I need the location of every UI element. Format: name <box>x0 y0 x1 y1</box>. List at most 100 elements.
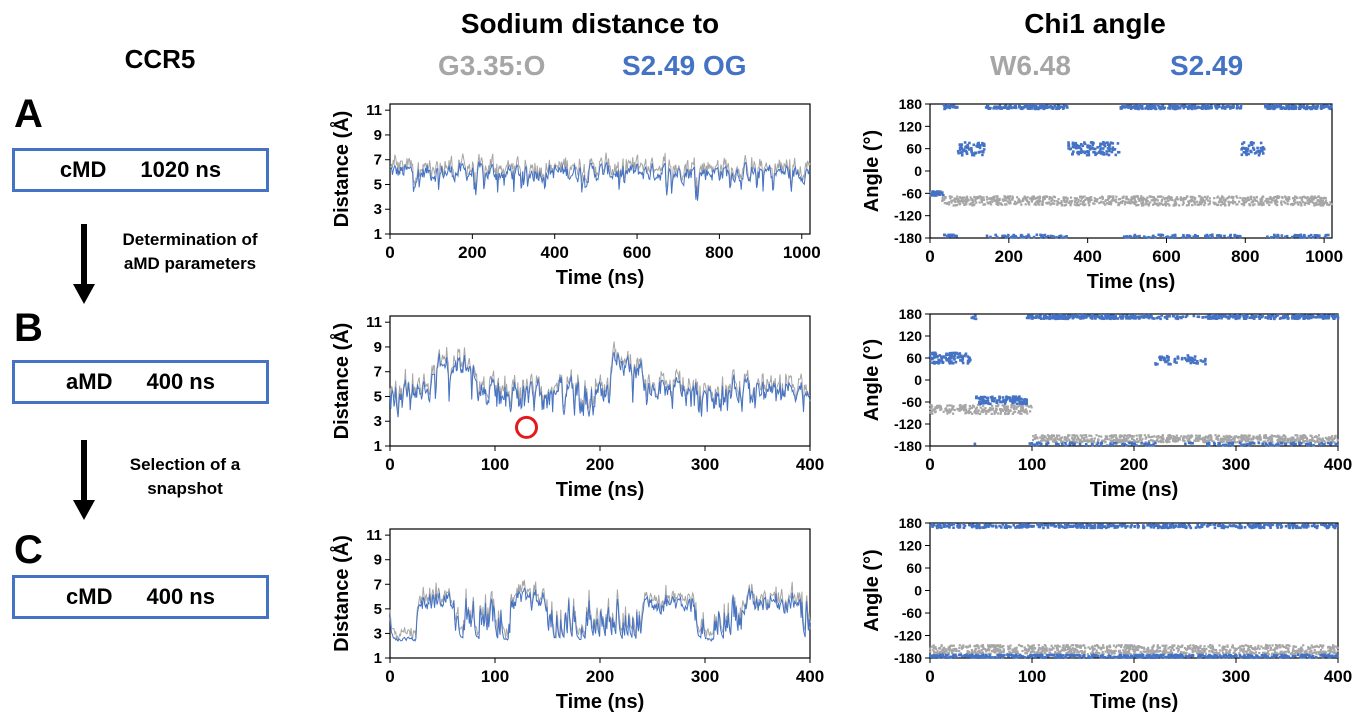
data-point-gray <box>1332 644 1335 647</box>
data-point-gray <box>1144 441 1147 444</box>
data-point-blue <box>1176 107 1179 110</box>
data-point-gray <box>1285 644 1288 647</box>
data-point-blue <box>1185 234 1189 237</box>
data-point-gray <box>1265 643 1268 647</box>
data-point-blue <box>1022 401 1025 404</box>
data-point-blue <box>1024 398 1027 401</box>
data-point-gray <box>1041 196 1045 199</box>
data-point-blue <box>1012 106 1016 109</box>
data-point-gray <box>1263 434 1266 437</box>
data-point-blue <box>1173 234 1177 237</box>
data-point-blue <box>1326 105 1329 108</box>
data-point-blue <box>1231 441 1235 445</box>
data-point-blue <box>1299 526 1302 530</box>
data-point-gray <box>1070 199 1074 203</box>
data-point-blue <box>978 146 982 150</box>
data-point-blue <box>1012 401 1016 404</box>
data-point-gray <box>1093 437 1096 440</box>
data-point-blue <box>950 235 954 238</box>
data-point-blue <box>1171 234 1175 237</box>
data-point-gray <box>1013 406 1016 409</box>
data-point-gray <box>1075 648 1078 651</box>
data-point-blue <box>1294 442 1297 446</box>
data-point-gray <box>982 410 985 413</box>
data-point-gray <box>1163 197 1166 201</box>
data-point-gray <box>1090 196 1093 199</box>
data-point-blue <box>975 523 979 526</box>
data-point-blue <box>972 143 976 147</box>
data-point-blue <box>1291 106 1295 109</box>
data-point-gray <box>1087 197 1090 200</box>
data-point-gray <box>1201 437 1204 440</box>
data-point-gray <box>1123 203 1127 206</box>
data-point-gray <box>1025 199 1029 202</box>
data-point-gray <box>1209 438 1212 441</box>
data-point-gray <box>1202 436 1205 439</box>
data-point-gray <box>995 202 998 206</box>
data-point-gray <box>1050 648 1054 651</box>
data-point-gray <box>1084 646 1087 649</box>
data-point-blue <box>1266 317 1270 320</box>
data-point-blue <box>1175 316 1179 319</box>
x-tick-label: 400 <box>541 243 569 262</box>
data-point-gray <box>1013 647 1016 650</box>
data-point-blue <box>1297 526 1301 529</box>
data-point-gray <box>1277 435 1280 439</box>
data-point-gray <box>1031 644 1034 647</box>
data-point-blue <box>1129 235 1133 239</box>
data-point-gray <box>1268 438 1271 441</box>
data-point-blue <box>1152 234 1155 238</box>
data-point-gray <box>1090 439 1093 442</box>
data-point-gray <box>929 647 932 650</box>
data-point-blue <box>934 354 938 358</box>
data-point-blue <box>1254 315 1258 319</box>
data-point-gray <box>1081 196 1085 199</box>
data-point-gray <box>1147 646 1150 649</box>
data-point-blue <box>1081 144 1084 148</box>
data-point-gray <box>1310 644 1313 647</box>
data-point-gray <box>1129 198 1132 201</box>
data-point-gray <box>1226 644 1229 647</box>
data-point-gray <box>1321 650 1324 653</box>
data-point-gray <box>1248 204 1252 207</box>
data-point-gray <box>994 646 998 649</box>
data-point-gray <box>1145 198 1148 201</box>
data-point-gray <box>1138 434 1141 437</box>
data-point-gray <box>1297 440 1300 443</box>
data-point-blue <box>955 234 958 238</box>
y-tick-label: 5 <box>374 176 382 193</box>
data-point-gray <box>1058 645 1061 648</box>
data-point-blue <box>1222 314 1226 317</box>
data-point-gray <box>1008 198 1011 201</box>
data-point-blue <box>1145 442 1148 446</box>
data-point-gray <box>1325 201 1329 205</box>
x-tick-label: 300 <box>691 455 719 474</box>
data-point-blue <box>1135 235 1138 238</box>
data-point-blue <box>1252 317 1256 320</box>
data-point-gray <box>1315 201 1318 204</box>
data-point-gray <box>1308 439 1311 442</box>
data-point-gray <box>1044 651 1047 654</box>
data-point-blue <box>1244 149 1248 153</box>
data-point-gray <box>1250 652 1253 655</box>
data-point-gray <box>1329 202 1333 205</box>
data-point-gray <box>1143 197 1146 200</box>
data-point-blue <box>1302 233 1306 237</box>
y-tick-label: 180 <box>899 96 923 112</box>
data-point-gray <box>1311 437 1314 440</box>
stage-duration: 400 ns <box>146 369 215 394</box>
data-point-gray <box>1336 439 1339 442</box>
data-point-gray <box>1307 647 1310 650</box>
data-point-blue <box>1312 106 1315 110</box>
data-point-blue <box>1191 441 1194 445</box>
data-point-gray <box>1157 435 1160 438</box>
data-point-gray <box>1036 196 1040 199</box>
data-point-gray <box>966 645 969 648</box>
data-point-blue <box>1047 105 1051 109</box>
data-point-gray <box>1316 199 1319 202</box>
data-point-blue <box>1180 104 1183 108</box>
data-point-gray <box>961 197 964 201</box>
data-point-gray <box>1122 649 1125 652</box>
data-point-blue <box>982 526 986 529</box>
data-point-gray <box>1321 646 1324 649</box>
